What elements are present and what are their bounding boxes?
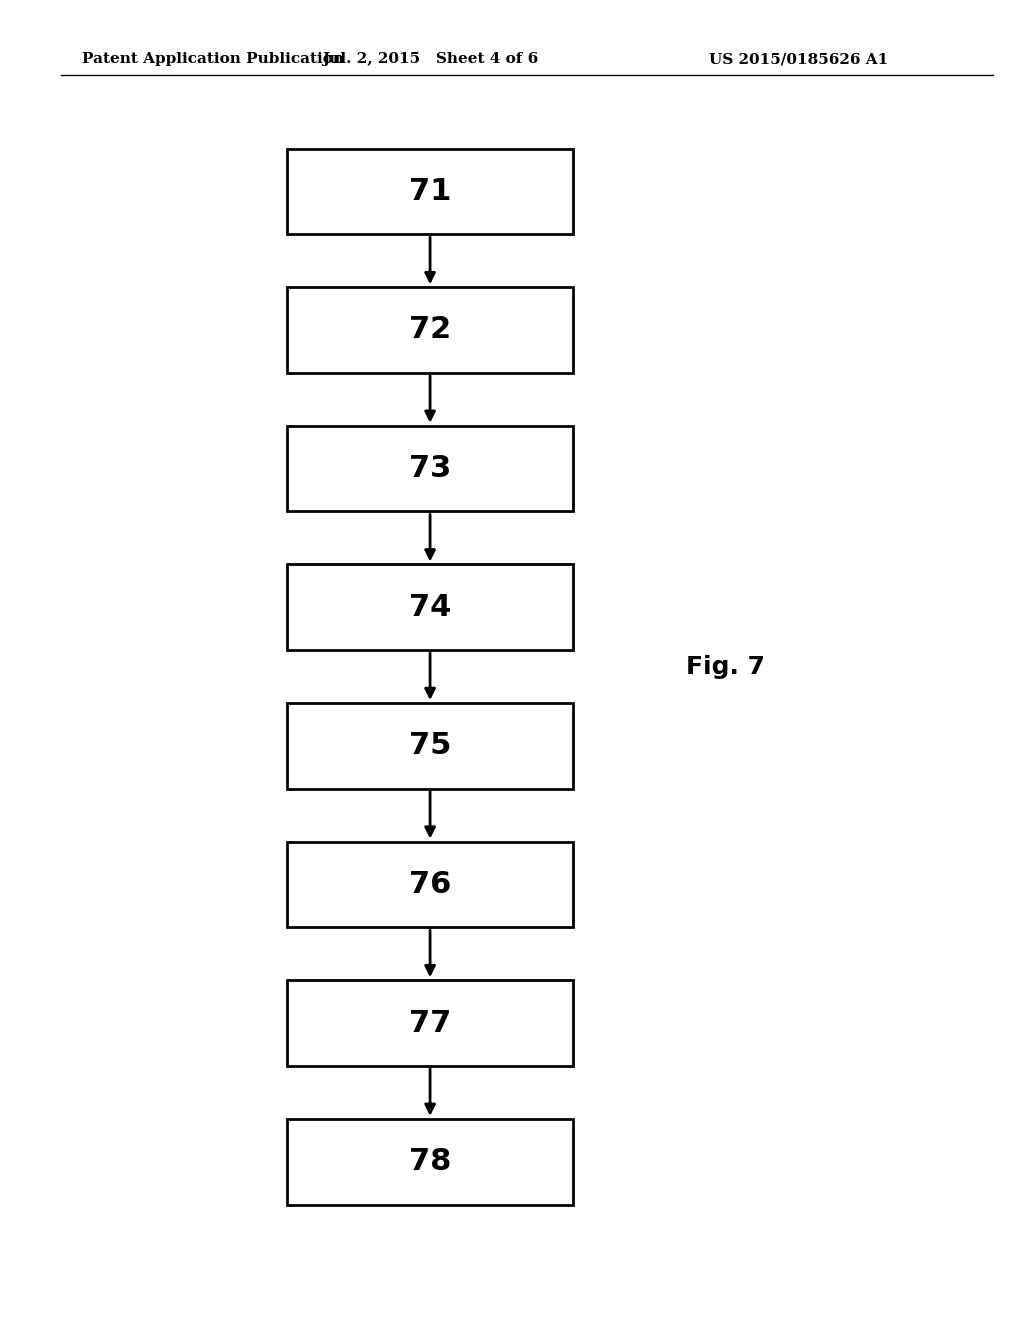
FancyBboxPatch shape — [287, 704, 573, 789]
Text: 71: 71 — [409, 177, 452, 206]
Text: Jul. 2, 2015   Sheet 4 of 6: Jul. 2, 2015 Sheet 4 of 6 — [322, 53, 539, 66]
FancyBboxPatch shape — [287, 1119, 573, 1204]
Text: 75: 75 — [409, 731, 452, 760]
FancyBboxPatch shape — [287, 149, 573, 235]
Text: 76: 76 — [409, 870, 452, 899]
FancyBboxPatch shape — [287, 842, 573, 927]
Text: Fig. 7: Fig. 7 — [686, 655, 765, 678]
Text: 77: 77 — [409, 1008, 452, 1038]
FancyBboxPatch shape — [287, 565, 573, 649]
Text: 78: 78 — [409, 1147, 452, 1176]
FancyBboxPatch shape — [287, 979, 573, 1067]
Text: 72: 72 — [409, 315, 452, 345]
Text: US 2015/0185626 A1: US 2015/0185626 A1 — [709, 53, 889, 66]
FancyBboxPatch shape — [287, 425, 573, 511]
Text: 73: 73 — [409, 454, 452, 483]
Text: Patent Application Publication: Patent Application Publication — [82, 53, 344, 66]
Text: 74: 74 — [409, 593, 452, 622]
FancyBboxPatch shape — [287, 288, 573, 372]
